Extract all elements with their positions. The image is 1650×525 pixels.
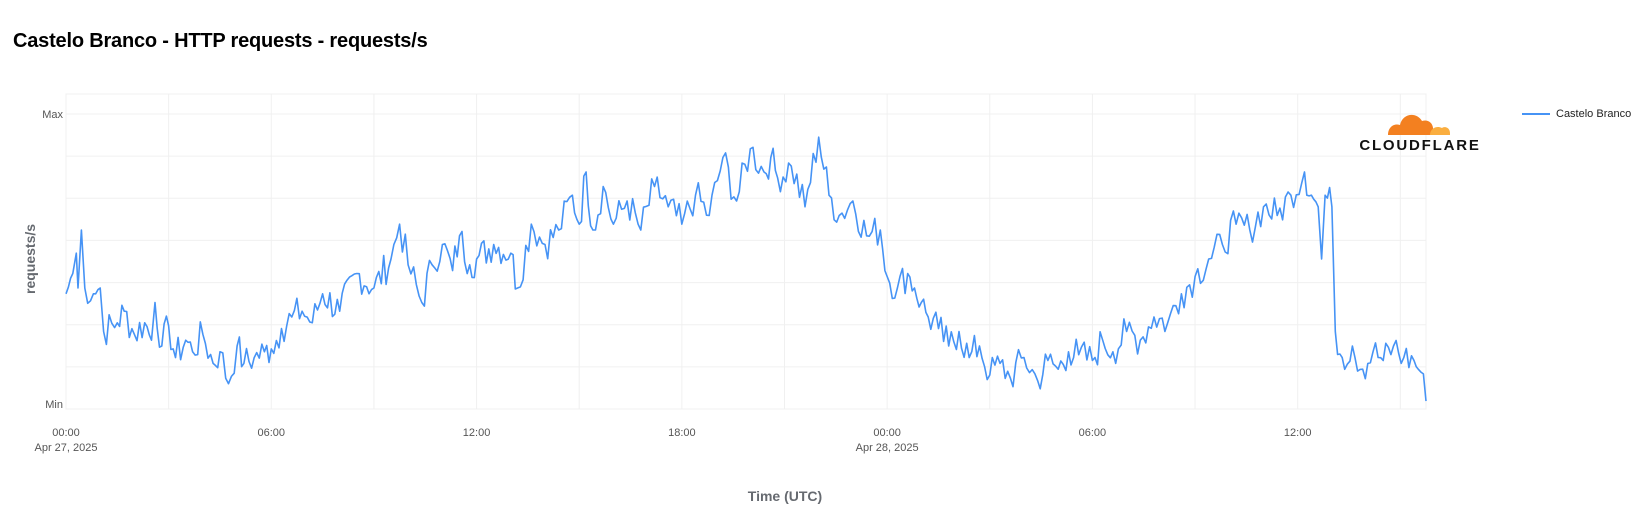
x-tick-label: 00:00	[873, 427, 901, 439]
x-tick-label: 12:00	[463, 427, 491, 439]
x-tick-sublabel: Apr 27, 2025	[35, 442, 98, 454]
x-axis-ticks: 00:00 Apr 27, 2025 06:00 12:00 18:00 00:00 Apr…	[35, 427, 1312, 454]
cloud-icon	[1388, 114, 1450, 135]
y-axis-label: requests/s	[22, 223, 38, 294]
x-tick-label: 06:00	[258, 427, 286, 439]
legend[interactable]: Castelo Branco	[1522, 108, 1631, 120]
series-line-castelo-branco	[65, 136, 1427, 402]
y-tick-label-max: Max	[42, 109, 63, 121]
x-tick-label: 12:00	[1284, 427, 1312, 439]
chart-title: Castelo Branco - HTTP requests - request…	[13, 30, 428, 52]
legend-label-castelo-branco: Castelo Branco	[1556, 108, 1632, 120]
x-tick-label: 18:00	[668, 427, 696, 439]
plot-border	[65, 93, 1427, 410]
x-tick-sublabel: Apr 28, 2025	[856, 442, 919, 454]
legend-swatch	[1522, 113, 1550, 115]
chart-grid	[65, 93, 1427, 410]
x-axis-label: Time (UTC)	[747, 488, 823, 504]
y-tick-label-min: Min	[45, 399, 63, 411]
x-tick-label: 06:00	[1079, 427, 1107, 439]
x-tick-label: 00:00	[52, 427, 80, 439]
logo-text: CLOUDFLARE	[1359, 137, 1481, 154]
cloudflare-logo: CLOUDFLARE	[1350, 105, 1490, 155]
y-axis-ticks: Max Min	[42, 109, 63, 411]
